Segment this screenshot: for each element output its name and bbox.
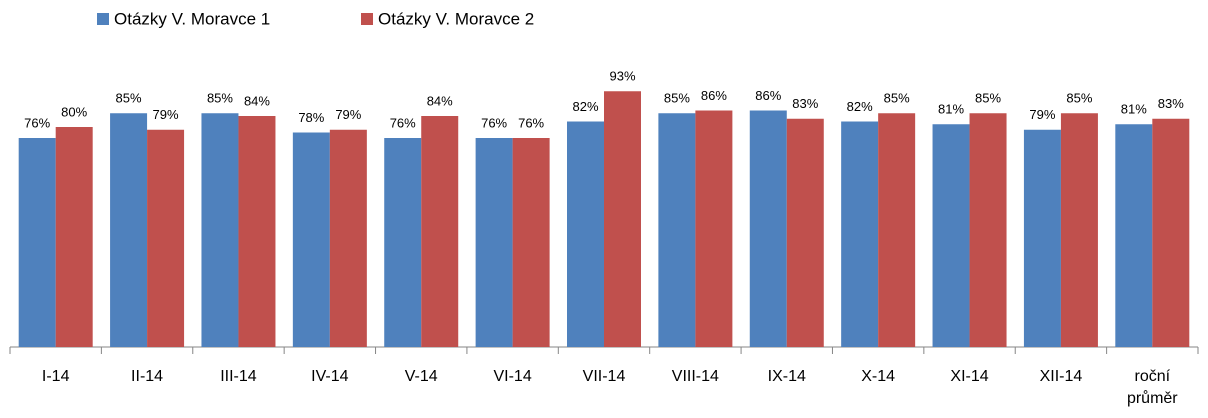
data-label: 82% bbox=[572, 99, 598, 114]
x-tick-label: IX-14 bbox=[767, 368, 806, 385]
legend-label: Otázky V. Moravce 1 bbox=[114, 9, 270, 28]
data-label: 84% bbox=[427, 93, 453, 108]
data-label: 81% bbox=[938, 102, 964, 117]
bar bbox=[201, 113, 239, 347]
bar bbox=[292, 132, 330, 347]
bar bbox=[567, 121, 604, 347]
data-label: 85% bbox=[1066, 91, 1092, 106]
x-tick-label: XII-14 bbox=[1039, 368, 1083, 385]
x-tick-label: V-14 bbox=[404, 368, 438, 385]
bar bbox=[695, 110, 733, 347]
bar bbox=[384, 138, 422, 347]
data-label: 82% bbox=[847, 99, 873, 114]
data-label: 85% bbox=[116, 91, 142, 106]
x-tick-label: III-14 bbox=[220, 368, 257, 385]
data-label: 86% bbox=[755, 88, 781, 103]
bar bbox=[969, 113, 1007, 347]
x-tick-label: I-14 bbox=[41, 368, 70, 385]
data-label: 76% bbox=[24, 115, 50, 130]
x-tick-label: VI-14 bbox=[493, 368, 532, 385]
bar bbox=[1023, 129, 1061, 347]
bar bbox=[604, 91, 641, 347]
bar bbox=[749, 110, 787, 347]
x-tick-label: IV-14 bbox=[311, 368, 349, 385]
bar bbox=[1115, 124, 1153, 347]
bar bbox=[329, 129, 367, 347]
bar bbox=[18, 138, 56, 347]
bar bbox=[512, 138, 550, 347]
bar bbox=[932, 124, 970, 347]
data-label: 76% bbox=[518, 115, 544, 130]
bar bbox=[147, 129, 185, 347]
bar bbox=[878, 113, 916, 347]
data-label: 85% bbox=[207, 91, 233, 106]
bar bbox=[55, 127, 93, 347]
data-label: 79% bbox=[153, 107, 179, 122]
x-tick-label: II-14 bbox=[131, 368, 164, 385]
data-label: 76% bbox=[481, 115, 507, 130]
bar bbox=[1152, 118, 1190, 347]
bar bbox=[421, 116, 459, 347]
data-label: 93% bbox=[609, 69, 635, 84]
bar bbox=[786, 118, 824, 347]
x-tick-label: X-14 bbox=[861, 368, 896, 385]
data-label: 85% bbox=[975, 91, 1001, 106]
data-label: 85% bbox=[884, 91, 910, 106]
bar bbox=[658, 113, 696, 347]
data-label: 83% bbox=[1158, 96, 1184, 111]
x-tick-label: roční průměr bbox=[1126, 368, 1178, 407]
bar bbox=[238, 116, 276, 347]
data-label: 79% bbox=[335, 107, 361, 122]
bar bbox=[475, 138, 513, 347]
x-tick-label: VII-14 bbox=[582, 368, 626, 385]
data-label: 85% bbox=[664, 91, 690, 106]
x-tick-label: VIII-14 bbox=[671, 368, 719, 385]
data-label: 81% bbox=[1121, 102, 1147, 117]
data-label: 83% bbox=[792, 96, 818, 111]
legend-swatch bbox=[361, 13, 373, 25]
data-label: 78% bbox=[298, 110, 324, 125]
data-label: 76% bbox=[390, 115, 416, 130]
data-label: 86% bbox=[701, 88, 727, 103]
legend-label: Otázky V. Moravce 2 bbox=[378, 9, 534, 28]
data-label: 84% bbox=[244, 93, 270, 108]
data-label: 79% bbox=[1029, 107, 1055, 122]
legend-swatch bbox=[97, 13, 109, 25]
x-tick-label: XI-14 bbox=[950, 368, 989, 385]
bar bbox=[110, 113, 148, 347]
data-label: 80% bbox=[61, 104, 87, 119]
bar bbox=[841, 121, 879, 347]
bar bbox=[1060, 113, 1098, 347]
